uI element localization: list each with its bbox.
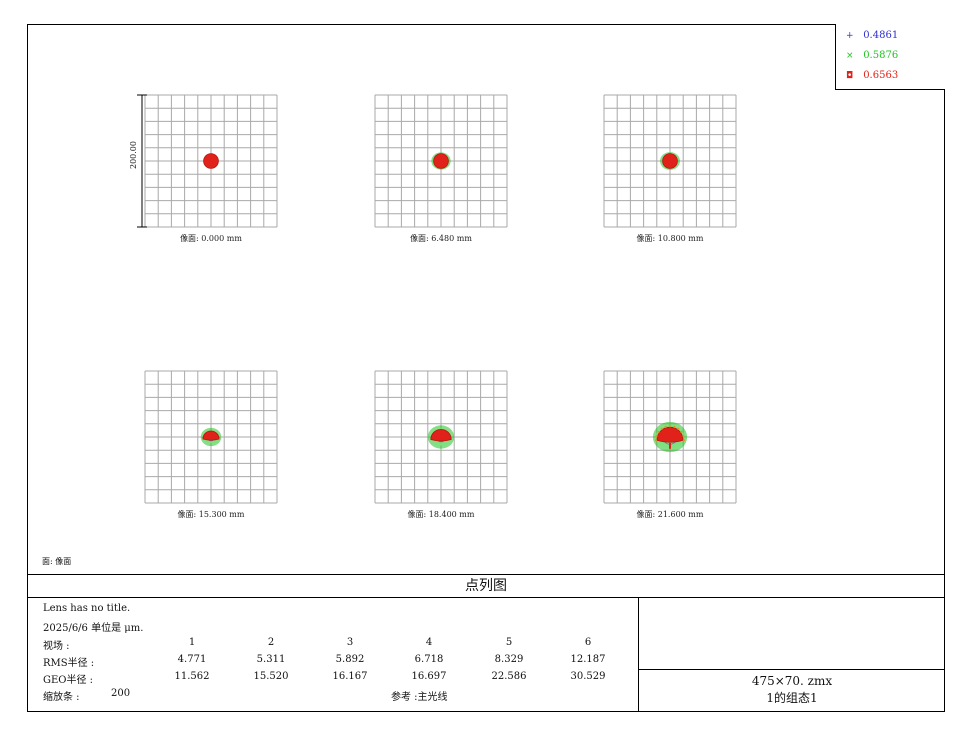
spot-red xyxy=(433,153,449,169)
file-info-box: 475×70. zmx 1的组态1 xyxy=(639,669,945,712)
surface-label: 面: 像面 xyxy=(42,557,72,566)
field-label: 像面: 10.800 mm xyxy=(637,233,704,243)
spot-red xyxy=(656,426,684,443)
field-number-cell: 4 xyxy=(425,637,433,648)
rms-value-cell: 8.329 xyxy=(494,654,524,665)
field-number-cell: 6 xyxy=(584,637,592,648)
spot-edge-ray xyxy=(668,425,672,428)
scale-bar-value: 200 xyxy=(111,688,131,699)
rms-value-cell: 12.187 xyxy=(570,654,606,665)
legend-label: 0.5876 xyxy=(863,50,899,61)
geo-value-cell: 15.520 xyxy=(253,671,289,682)
geo-value-cell: 11.562 xyxy=(174,671,210,682)
spot-edge-ray xyxy=(680,430,683,434)
spot-panel-2: 像面: 6.480 mm xyxy=(374,94,508,243)
spot-edge-ray xyxy=(677,427,680,430)
info-panel: Lens has no title. 2025/6/6 单位是 μm. 视场 :… xyxy=(27,598,639,712)
field-number-cell: 5 xyxy=(505,637,513,648)
field-label: 像面: 6.480 mm xyxy=(410,233,472,243)
lens-title: Lens has no title. xyxy=(43,603,131,614)
geo-value-cell: 22.586 xyxy=(491,671,527,682)
field-label: 像面: 15.300 mm xyxy=(178,509,245,519)
spot-edge-ray xyxy=(657,430,660,434)
spot-edge-ray xyxy=(655,434,658,438)
rms-value-cell: 5.311 xyxy=(256,654,286,665)
legend-entry-3: ◘ 0.6563 xyxy=(846,70,898,82)
config-name: 1的组态1 xyxy=(766,691,818,705)
date-units: 2025/6/6 单位是 μm. xyxy=(43,623,144,634)
scale-bar-text: 200.00 xyxy=(129,141,138,169)
square-marker-icon: ◘ xyxy=(846,71,854,81)
spot-panel-1: 像面: 0.000 mm xyxy=(144,94,278,243)
geo-row-label: GEO半径 : xyxy=(43,675,94,686)
spot-panel-6: 像面: 21.600 mm xyxy=(603,370,737,519)
field-number-cell: 1 xyxy=(188,637,196,648)
field-number-cell: 3 xyxy=(346,637,354,648)
scale-bar: 200.00 xyxy=(129,94,147,228)
plot-title: 点列图 xyxy=(27,574,945,598)
spot-edge-ray xyxy=(682,434,685,438)
field-row-label: 视场 : xyxy=(43,641,70,652)
field-label: 像面: 18.400 mm xyxy=(408,509,475,519)
spot-panel-3: 像面: 10.800 mm xyxy=(603,94,737,243)
field-label: 像面: 0.000 mm xyxy=(180,233,242,243)
geo-value-cell: 16.697 xyxy=(411,671,447,682)
geo-value-cell: 30.529 xyxy=(570,671,606,682)
rms-value-cell: 6.718 xyxy=(414,654,444,665)
spot-red xyxy=(662,153,678,169)
spot-panel-5: 像面: 18.400 mm xyxy=(374,370,508,519)
geo-value-cell: 16.167 xyxy=(332,671,368,682)
spot-red xyxy=(203,153,219,169)
file-name: 475×70. zmx xyxy=(751,674,833,688)
rms-value-cell: 5.892 xyxy=(335,654,365,665)
legend-label: 0.4861 xyxy=(863,30,899,41)
rms-row-label: RMS半径 : xyxy=(43,658,95,669)
spot-edge-ray xyxy=(664,425,667,428)
legend-entry-2: × 0.5876 xyxy=(846,50,898,62)
reference-label: 参考 :主光线 xyxy=(391,692,448,703)
scale-bar-label: 缩放条 : xyxy=(43,692,80,703)
legend-label: 0.6563 xyxy=(863,70,899,81)
spot-edge-ray xyxy=(654,439,658,442)
field-label: 像面: 21.600 mm xyxy=(637,509,704,519)
spot-red xyxy=(202,430,220,441)
field-number-cell: 2 xyxy=(267,637,275,648)
spot-edge-ray xyxy=(660,427,663,430)
spot-red xyxy=(430,429,452,442)
cross-marker-icon: × xyxy=(846,51,854,61)
legend-entry-1: + 0.4861 xyxy=(846,30,898,42)
spot-edge-ray xyxy=(673,425,676,428)
wavelength-legend: + 0.4861 × 0.5876 ◘ 0.6563 xyxy=(835,24,945,90)
spot-panel-4: 像面: 15.300 mm xyxy=(144,370,278,519)
rms-value-cell: 4.771 xyxy=(177,654,207,665)
plot-frame xyxy=(27,24,945,712)
plus-marker-icon: + xyxy=(846,31,854,41)
spot-edge-ray xyxy=(682,439,686,442)
